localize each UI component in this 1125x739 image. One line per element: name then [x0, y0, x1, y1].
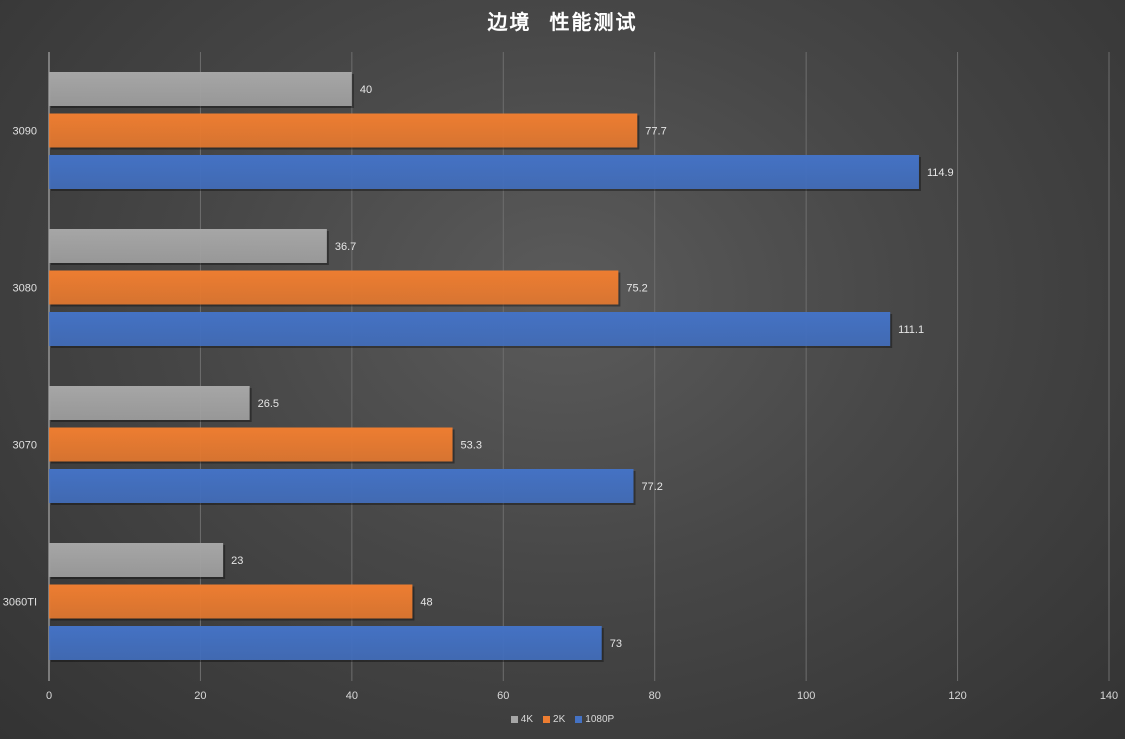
legend-swatch	[575, 716, 583, 723]
legend-label: 1080P	[585, 714, 615, 725]
x-tick-label: 100	[797, 690, 815, 702]
bar-2k	[49, 584, 413, 619]
legend-swatch	[510, 716, 518, 723]
data-label: 36.7	[335, 241, 356, 253]
x-tick-label: 0	[46, 690, 52, 702]
legend-swatch	[543, 716, 551, 723]
data-label: 73	[610, 638, 622, 650]
data-label: 40	[360, 84, 372, 96]
bar-4k	[49, 72, 352, 106]
bar-2k	[49, 427, 453, 462]
x-tick-label: 40	[346, 690, 358, 702]
bar-1080p	[49, 312, 891, 346]
bar-2k	[49, 113, 638, 148]
legend-label: 4K	[520, 714, 534, 725]
category-label: 3070	[13, 440, 37, 452]
x-tick-label: 80	[649, 690, 661, 702]
bar-1080p	[49, 626, 602, 660]
bar-1080p	[49, 469, 634, 503]
data-label: 53.3	[461, 440, 482, 452]
data-label: 77.7	[645, 126, 666, 138]
chart-title: 边境 性能测试	[487, 10, 638, 34]
bar-2k	[49, 270, 619, 305]
data-label: 75.2	[626, 283, 647, 295]
legend: 4K 2K 1080P	[0, 714, 1125, 725]
bar-4k	[49, 543, 224, 577]
x-tick-label: 140	[1100, 690, 1118, 702]
legend-label: 2K	[553, 714, 566, 725]
data-label: 77.2	[642, 481, 663, 493]
bar-4k	[49, 229, 327, 263]
x-tick-label: 120	[948, 690, 966, 702]
data-label: 26.5	[258, 398, 279, 410]
x-tick-label: 60	[497, 690, 509, 702]
category-label: 3060TI	[3, 597, 37, 609]
category-label: 3090	[13, 126, 37, 138]
legend-item: 1080P	[575, 714, 614, 725]
data-label: 111.1	[898, 324, 924, 336]
legend-item: 2K	[543, 714, 565, 725]
data-label: 48	[420, 597, 432, 609]
data-label: 23	[231, 555, 243, 567]
data-label: 114.9	[927, 167, 954, 179]
bar-1080p	[49, 155, 919, 189]
legend-item: 4K	[510, 714, 534, 725]
x-tick-label: 20	[194, 690, 206, 702]
bar-4k	[49, 386, 250, 420]
category-label: 3080	[13, 283, 37, 295]
